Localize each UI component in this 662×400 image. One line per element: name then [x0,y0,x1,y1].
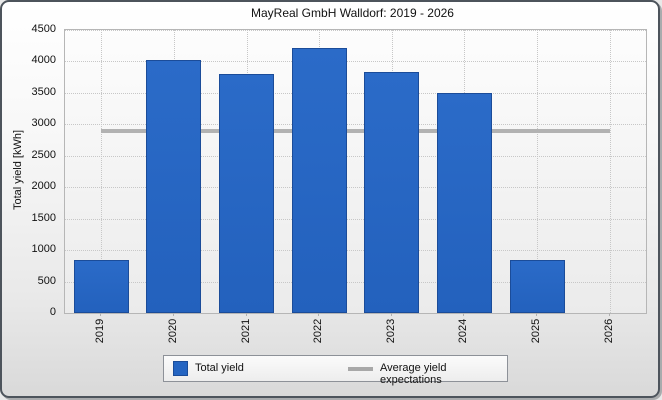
x-tick-label: 2026 [602,318,615,344]
x-tick [172,313,174,316]
y-tick-label: 1500 [31,211,56,224]
legend-item-total-yield: Total yield [195,362,244,374]
y-tick-label: 2000 [31,180,56,193]
h-gridline [65,281,646,283]
h-gridline [65,30,646,31]
total-yield-bar [219,74,275,313]
h-gridline [65,218,646,220]
total-yield-bar [73,259,129,313]
v-gridline [101,30,103,313]
x-tick-label: 2020 [166,318,179,344]
x-tick-label: 2022 [312,318,325,344]
chart-title: MayReal GmbH Walldorf: 2019 - 2026 [251,6,454,20]
x-tick [608,313,610,316]
total-yield-bar [436,92,492,313]
y-tick-label: 3000 [31,117,56,130]
y-tick-label: 4000 [31,54,56,67]
x-tick-label: 2019 [94,318,107,344]
average-yield-line [101,128,610,133]
h-gridline [65,250,646,252]
x-tick [318,313,320,316]
x-tick-label: 2025 [530,318,543,344]
legend-bar-swatch-icon [173,361,188,376]
y-tick-label: 1000 [31,243,56,256]
total-yield-bar [291,47,347,313]
x-tick [463,313,465,316]
y-tick-label: 3500 [31,85,56,98]
total-yield-bar [364,72,420,313]
plot-area [64,29,647,314]
y-tick-label: 500 [37,274,56,287]
h-gridline [65,155,646,157]
x-tick-label: 2021 [239,318,252,344]
x-tick-label: 2023 [384,318,397,344]
y-axis-title: Total yield [kWh] [12,129,24,211]
x-tick [390,313,392,316]
x-tick [100,313,102,316]
y-tick-label: 0 [49,306,56,318]
total-yield-bar [146,59,202,313]
h-gridline [65,92,646,94]
legend-item-average-yield: Average yield expectations [380,362,447,386]
total-yield-bar [509,259,565,313]
y-tick-label: 4500 [31,23,56,35]
legend: Total yield Average yield expectations [163,355,508,386]
x-tick [536,313,538,316]
h-gridline [65,124,646,126]
legend-line-swatch-icon [348,367,373,371]
h-gridline [65,61,646,63]
v-gridline [609,30,611,313]
y-tick-label: 2500 [31,148,56,161]
x-tick [245,313,247,316]
x-tick-label: 2024 [457,318,470,344]
v-gridline [537,30,539,313]
h-gridline [65,187,646,189]
